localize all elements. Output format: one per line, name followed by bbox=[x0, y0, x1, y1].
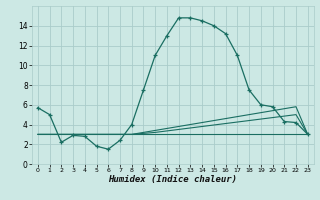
X-axis label: Humidex (Indice chaleur): Humidex (Indice chaleur) bbox=[108, 175, 237, 184]
